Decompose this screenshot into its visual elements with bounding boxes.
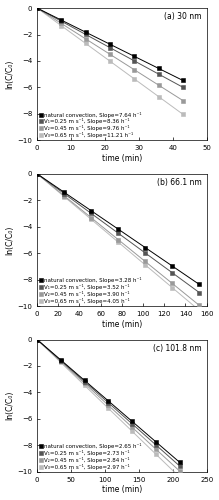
X-axis label: time (min): time (min) xyxy=(102,486,142,494)
Text: (c) 101.8 nm: (c) 101.8 nm xyxy=(153,344,202,352)
Legend: natural convection, Slope=2.65 h⁻¹, V₁=0.25 m s⁻¹, Slope=2.73 h⁻¹, V₂=0.45 m s⁻¹: natural convection, Slope=2.65 h⁻¹, V₁=0… xyxy=(39,442,142,470)
Y-axis label: ln(C/C₀): ln(C/C₀) xyxy=(5,391,14,420)
Y-axis label: ln(C/C₀): ln(C/C₀) xyxy=(5,60,14,89)
X-axis label: time (min): time (min) xyxy=(102,154,142,163)
Legend: natural convection, Slope=7.64 h⁻¹, V₁=0.25 m s⁻¹, Slope=8.36 h⁻¹, V₂=0.45 m s⁻¹: natural convection, Slope=7.64 h⁻¹, V₁=0… xyxy=(39,111,142,138)
Legend: natural convection, Slope=3.28 h⁻¹, V₁=0.25 m s⁻¹, Slope=3.52 h⁻¹, V₂=0.45 m s⁻¹: natural convection, Slope=3.28 h⁻¹, V₁=0… xyxy=(39,277,142,304)
Text: (b) 66.1 nm: (b) 66.1 nm xyxy=(157,178,202,187)
X-axis label: time (min): time (min) xyxy=(102,320,142,328)
Y-axis label: ln(C/C₀): ln(C/C₀) xyxy=(5,225,14,254)
Text: (a) 30 nm: (a) 30 nm xyxy=(164,12,202,21)
